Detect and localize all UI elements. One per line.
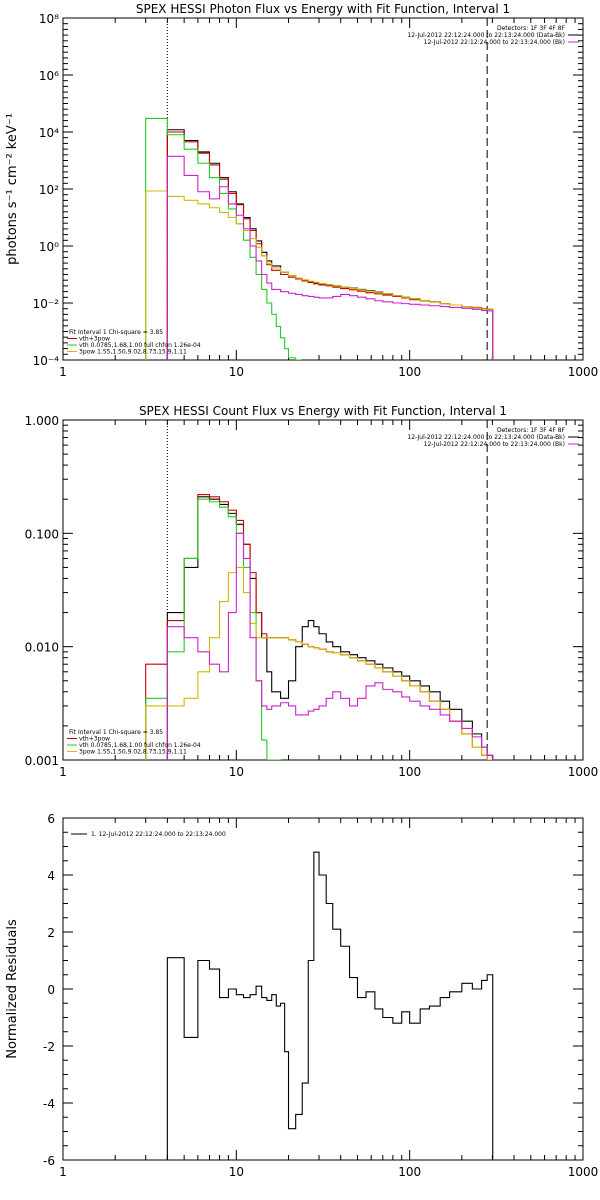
y-tick-label: 10⁻² <box>33 297 60 311</box>
x-tick-label: 100 <box>398 365 421 379</box>
legend-text: Detectors: 1F 3F 4F 8F <box>497 25 566 32</box>
legend-text: vth 0.0785,1.68,1.00 full chfon 1.26e-04 <box>79 742 201 749</box>
legend-text: 3pow 1.55,1.50,9.02,8.73,15.9,1.11 <box>79 749 187 756</box>
legend-text: Detectors: 1F 3F 4F 8F <box>497 427 566 434</box>
legend-text: vth+3pow <box>79 336 110 343</box>
series-green <box>145 117 302 360</box>
series-magenta <box>166 155 494 360</box>
x-tick-label: 10 <box>229 365 244 379</box>
y-axis-label: photons s⁻¹ cm⁻² keV⁻¹ <box>5 113 20 265</box>
plot-frame-1 <box>62 17 584 361</box>
series-group <box>145 117 494 360</box>
series-black <box>166 129 494 360</box>
series-red <box>166 131 494 360</box>
y-tick-label: 0.001 <box>25 754 59 768</box>
chart-title: SPEX HESSI Count Flux vs Energy with Fit… <box>139 404 507 418</box>
series-magenta <box>166 532 494 760</box>
x-tick-label: 1 <box>59 765 67 779</box>
legend-text: 12-Jul-2012 22:12:24.000 to 22:13:24.000… <box>424 39 565 46</box>
y-tick-label: -2 <box>43 1040 55 1054</box>
y-axis-label: Normalized Residuals <box>5 919 20 1059</box>
series-group <box>166 851 494 1160</box>
y-tick-label: 10⁶ <box>39 69 59 83</box>
series-group <box>145 493 494 760</box>
legend-text: Fit Interval 1 Chi-square = 3.85 <box>69 329 163 336</box>
y-tick-label: 10⁰ <box>39 240 59 254</box>
y-tick-label: 0 <box>47 983 55 997</box>
y-tick-label: 10² <box>39 183 59 197</box>
y-tick-label: 1.000 <box>25 414 59 428</box>
series-green <box>145 498 281 760</box>
legend-text: vth+3pow <box>79 736 110 743</box>
chart-title: SPEX HESSI Photon Flux vs Energy with Fi… <box>136 2 510 16</box>
series-yellow <box>145 190 494 360</box>
y-tick-label: 6 <box>47 812 55 826</box>
legend-text: Fit Interval 1 Chi-square = 3.85 <box>69 729 163 736</box>
y-tick-label: 4 <box>47 869 55 883</box>
y-tick-label: 0.010 <box>25 641 59 655</box>
x-tick-label: 1000 <box>568 365 599 379</box>
series-yellow <box>145 566 493 760</box>
x-tick-label: 100 <box>398 1165 421 1179</box>
legend-text: vth 0.0785,1.68,1.00 full chfon 1.26e-04 <box>79 342 201 349</box>
y-tick-label: 0.100 <box>25 527 59 541</box>
legend-text: 12-Jul-2012 22:12:24.000 to 22:13:24.000… <box>407 434 565 441</box>
legend-text: 12-Jul-2012 22:12:24.000 to 22:13:24.000… <box>407 32 565 39</box>
legend-text: 1. 12-Jul-2012 22:12:24.000 to 22:13:24.… <box>91 831 226 838</box>
x-tick-label: 1000 <box>568 765 599 779</box>
x-tick-label: 10 <box>229 1165 244 1179</box>
plot-frame-2 <box>62 419 584 761</box>
y-tick-label: 10⁸ <box>39 12 59 26</box>
y-tick-label: -6 <box>43 1154 55 1168</box>
y-tick-label: 10⁴ <box>39 126 59 140</box>
y-tick-label: 2 <box>47 926 55 940</box>
y-tick-label: 10⁻⁴ <box>33 354 60 368</box>
x-tick-label: 100 <box>398 765 421 779</box>
x-tick-label: 1 <box>59 1165 67 1179</box>
x-tick-label: 1000 <box>568 1165 599 1179</box>
legend-text: 3pow 1.55,1.50,9.02,8.73,15.9,1.11 <box>79 349 187 356</box>
series-black <box>166 851 494 1160</box>
legend-text: 12-Jul-2012 22:12:24.000 to 22:13:24.000… <box>424 441 565 448</box>
x-tick-label: 1 <box>59 365 67 379</box>
x-tick-label: 10 <box>229 765 244 779</box>
y-tick-label: -4 <box>43 1097 55 1111</box>
plot-frame-3 <box>62 817 584 1161</box>
series-black <box>166 496 494 760</box>
